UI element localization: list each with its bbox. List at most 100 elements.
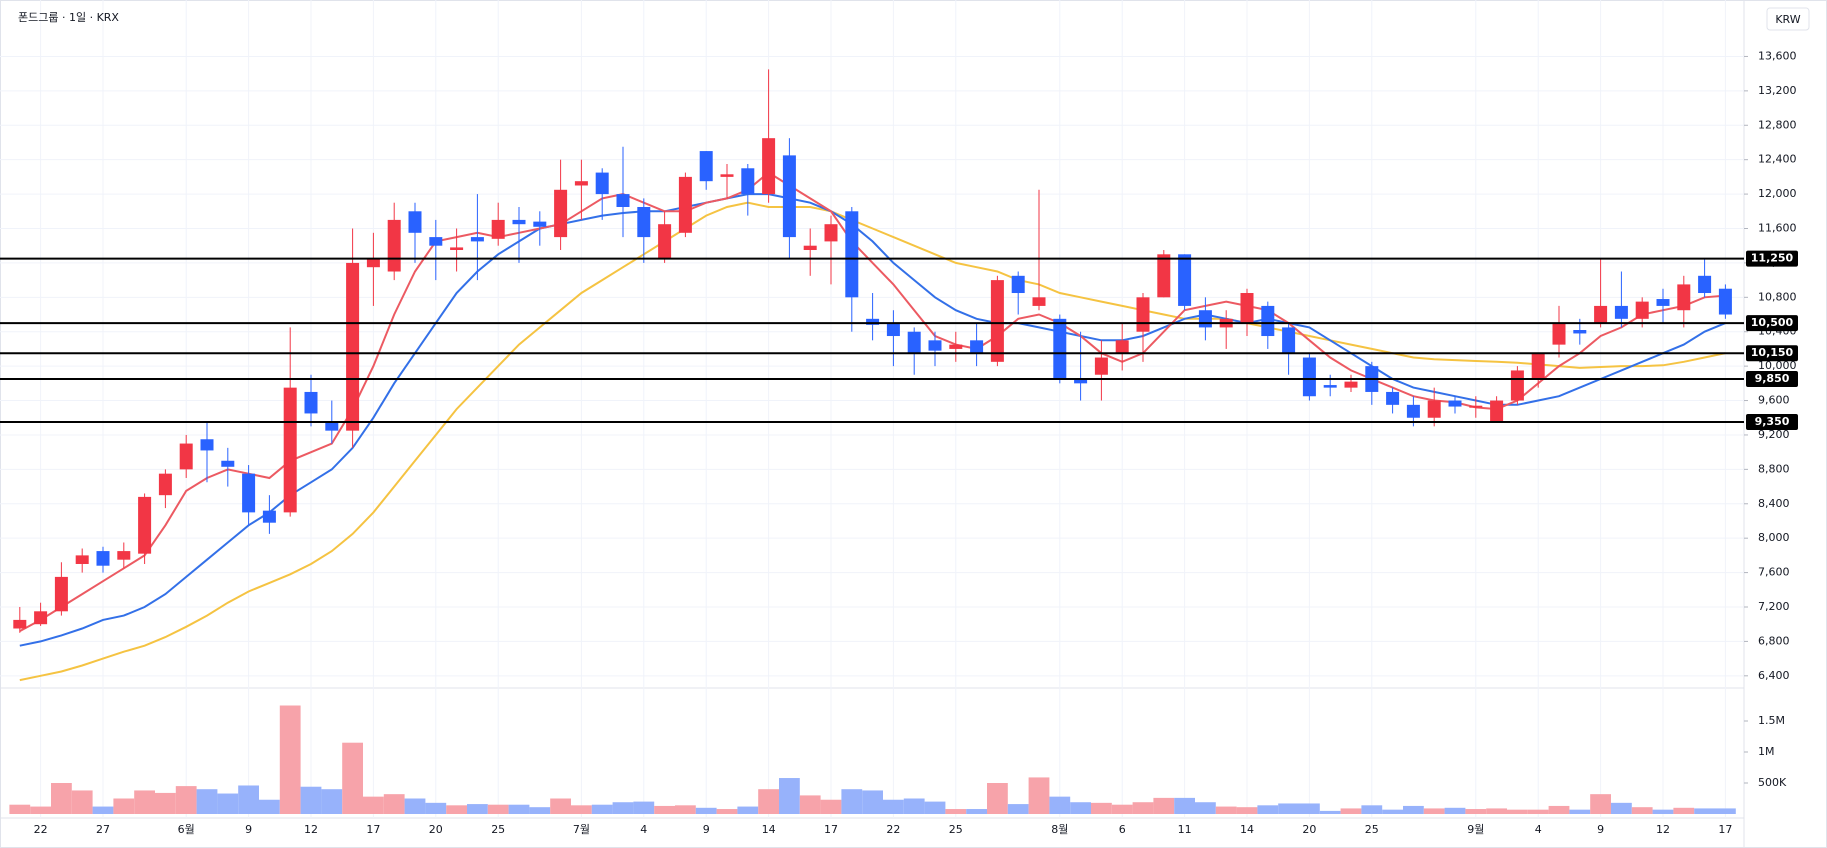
volume-bar <box>966 809 987 814</box>
volume-bar <box>1174 797 1195 814</box>
volume-bar <box>550 798 571 814</box>
x-tick-label: 9 <box>245 823 252 836</box>
candle-body <box>1677 284 1691 311</box>
volume-bar <box>571 805 592 814</box>
candle-body <box>96 551 110 566</box>
level-label: 10,500 <box>1751 316 1794 329</box>
candle-body <box>1635 301 1649 319</box>
plot-layer: 22 27 6월 9 12 17 20 25 7월 4 9 14 17 22 25 8월 6 11 14 20 25 9월… <box>0 0 1798 836</box>
level-label: 10,150 <box>1751 346 1794 359</box>
candle-body <box>637 206 651 238</box>
x-tick-label: 14 <box>762 823 776 836</box>
x-tick-label: 9 <box>1597 823 1604 836</box>
volume-bar <box>487 804 509 814</box>
volume-bar <box>51 783 72 814</box>
candle-body <box>1053 318 1067 380</box>
candle-body <box>1448 400 1462 407</box>
chart-title: 폰드그룹 · 1일 · KRX <box>18 10 119 24</box>
volume-bar <box>1111 804 1133 814</box>
volume-bar <box>1382 809 1403 814</box>
volume-bar <box>1361 805 1383 814</box>
volume-bar <box>987 783 1008 814</box>
volume-bar <box>883 799 904 814</box>
x-tick-label: 11 <box>1178 823 1192 836</box>
candle-body <box>1136 297 1150 332</box>
x-tick-label: 7월 <box>573 823 590 836</box>
y-tick-label: 12,800 <box>1758 118 1797 131</box>
volume-bar <box>1694 808 1715 814</box>
candle-body <box>13 619 27 629</box>
y-tick-label: 9,200 <box>1758 428 1790 441</box>
volume-bar <box>383 794 405 814</box>
volume-bar <box>1611 802 1632 814</box>
y-tick-label: 13,600 <box>1758 49 1797 62</box>
candle-body <box>1344 381 1358 388</box>
level-label-box <box>1746 315 1798 332</box>
candle-body <box>949 344 963 349</box>
candle-body <box>1552 323 1566 345</box>
x-tick-label: 22 <box>34 823 48 836</box>
x-tick-label: 4 <box>1535 823 1542 836</box>
volume-bar <box>217 793 239 814</box>
candle-body <box>1656 299 1670 306</box>
volume-bar <box>862 790 883 814</box>
candle-body <box>1406 404 1420 418</box>
candle-body <box>1074 379 1088 384</box>
level-label-box <box>1746 414 1798 431</box>
candle-body <box>429 237 443 246</box>
volume-bar <box>1403 805 1424 814</box>
candle-body <box>699 151 713 182</box>
volume-bar <box>779 778 800 814</box>
candle-body <box>512 219 526 225</box>
candle-body <box>387 219 401 272</box>
volume-bar <box>1028 777 1050 814</box>
volume-bar <box>425 802 447 814</box>
candle-body <box>75 555 89 564</box>
candle-body <box>283 387 297 513</box>
candle-body <box>1490 400 1504 423</box>
y-tick-label: 8,800 <box>1758 462 1790 475</box>
candle-body <box>325 422 339 431</box>
moving-average <box>19 171 1726 632</box>
y-tick-label: 10,800 <box>1758 290 1797 303</box>
candle-body <box>1198 310 1212 328</box>
candle-body <box>1157 254 1171 298</box>
volume-bar <box>1444 807 1466 814</box>
candle-body <box>1427 400 1441 418</box>
candle-body <box>1386 391 1400 405</box>
x-tick-label: 17 <box>366 823 380 836</box>
y-tick-label: 11,600 <box>1758 221 1797 234</box>
candle-body <box>886 323 900 337</box>
candle-body <box>1614 305 1628 319</box>
y-tick-label: 8,400 <box>1758 497 1790 510</box>
candle-body <box>408 211 422 233</box>
candle-body <box>1011 275 1025 294</box>
x-tick-label: 14 <box>1240 823 1254 836</box>
candle-body <box>824 224 838 242</box>
candle-body <box>533 221 547 227</box>
candle-body <box>616 194 630 207</box>
volume-bar <box>300 786 322 814</box>
volume-bar <box>654 805 675 814</box>
candle-body <box>866 318 880 325</box>
volume-bar <box>675 805 696 814</box>
volume-bar <box>1195 802 1216 814</box>
candle-body <box>1718 288 1732 315</box>
currency-box <box>1766 7 1810 31</box>
candle-body <box>1510 370 1524 401</box>
x-tick-label: 20 <box>1302 823 1316 836</box>
candle-body <box>366 258 380 268</box>
candle-body <box>595 172 609 195</box>
volume-bar <box>633 801 655 814</box>
candle-body <box>1698 275 1712 294</box>
volume-bar <box>1153 797 1175 814</box>
candle-body <box>1178 254 1192 306</box>
level-label: 9,850 <box>1755 372 1790 385</box>
x-tick-label: 20 <box>429 823 443 836</box>
volume-tick-label: 1.5M <box>1758 714 1785 727</box>
candle-body <box>34 611 48 625</box>
volume-bar <box>1299 803 1320 814</box>
y-tick-label: 6,400 <box>1758 669 1790 682</box>
candle-body <box>845 211 859 298</box>
